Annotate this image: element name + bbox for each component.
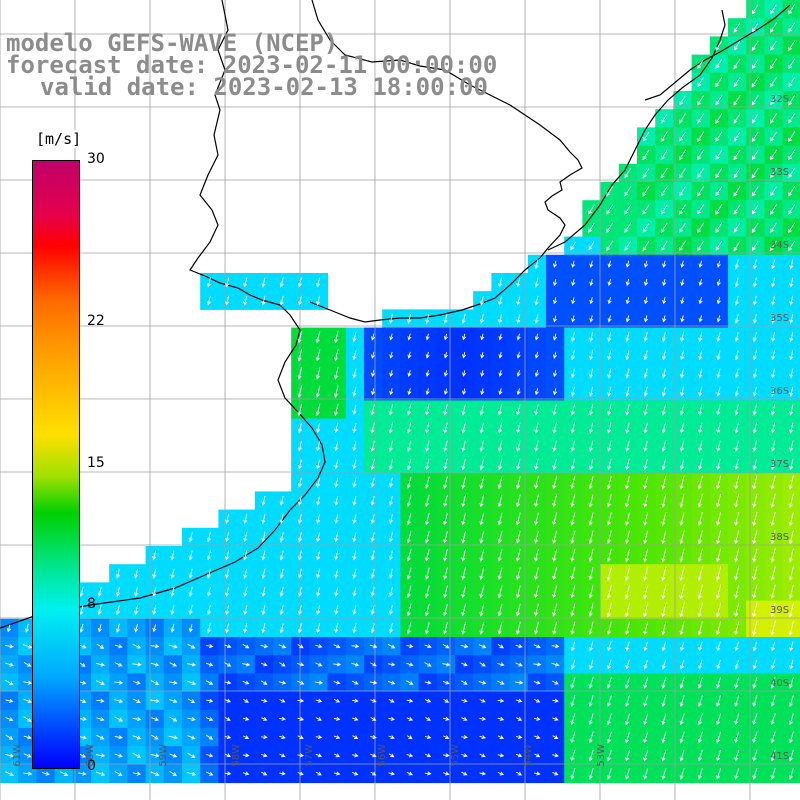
latitude-label: 38S [770,532,790,543]
model-title: modelo GEFS-WAVE (NCEP) [6,29,339,57]
longitude-label: 60W [85,744,96,767]
colorbar-tick-label: 30 [87,151,105,167]
longitude-label: 58W [231,744,242,767]
latitude-label: 33S [770,167,790,178]
latitude-label: 36S [770,386,790,397]
latitude-label: 40S [770,678,790,689]
valid-date: valid date: 2023-02-13 18:00:00 [40,73,488,101]
longitude-label: 54W [523,744,534,767]
longitude-label: 56W [377,744,388,767]
latitude-label: 41S [770,751,790,762]
colorbar-unit: [m/s] [34,130,84,148]
colorbar-tick-label: 0 [87,758,96,774]
longitude-label: 61W [12,744,23,767]
wind-vectors [4,4,796,780]
colorbar-tick-label: 8 [87,596,96,613]
coastline [0,0,791,629]
colorbar [32,160,80,769]
longitude-label: 59W [158,744,169,767]
longitude-label: 55W [450,744,461,767]
colorbar-tick-label: 22 [87,312,105,329]
latitude-label: 39S [770,605,790,616]
latitude-label: 32S [770,94,790,105]
latitude-label: 37S [770,459,790,470]
latitude-label: 35S [770,313,790,324]
longitude-label: 57W [304,744,315,767]
colorbar-tick-label: 15 [87,454,105,471]
forecast-date: forecast date: 2023-02-11 00:00:00 [6,51,498,79]
latitude-label: 34S [770,240,790,251]
longitude-label: 53W [596,744,607,767]
